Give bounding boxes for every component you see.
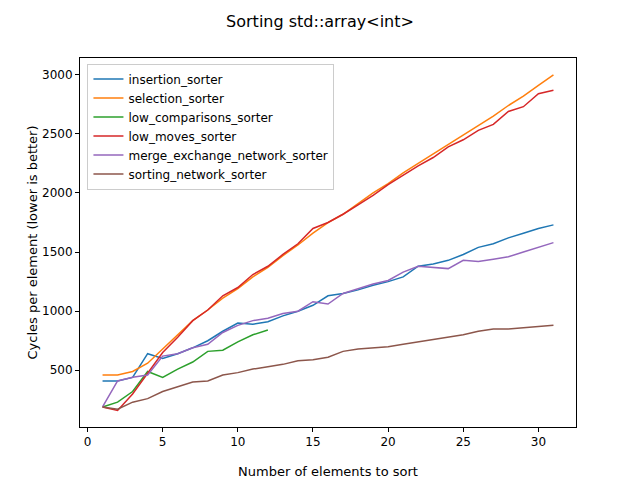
svg-text:10: 10 bbox=[230, 435, 245, 449]
svg-text:25: 25 bbox=[456, 435, 471, 449]
svg-text:30: 30 bbox=[531, 435, 546, 449]
svg-text:0: 0 bbox=[84, 435, 92, 449]
svg-text:2000: 2000 bbox=[42, 186, 73, 200]
svg-text:1500: 1500 bbox=[42, 245, 73, 259]
svg-text:insertion_sorter: insertion_sorter bbox=[128, 73, 222, 87]
svg-text:1000: 1000 bbox=[42, 304, 73, 318]
svg-text:selection_sorter: selection_sorter bbox=[128, 92, 224, 106]
svg-text:3000: 3000 bbox=[42, 68, 73, 82]
svg-text:low_comparisons_sorter: low_comparisons_sorter bbox=[128, 111, 272, 125]
svg-text:Number of elements to sort: Number of elements to sort bbox=[238, 464, 418, 479]
svg-text:Sorting std::array<int>: Sorting std::array<int> bbox=[226, 12, 414, 31]
svg-text:500: 500 bbox=[50, 363, 73, 377]
svg-text:20: 20 bbox=[380, 435, 395, 449]
svg-text:15: 15 bbox=[305, 435, 320, 449]
svg-text:merge_exchange_network_sorter: merge_exchange_network_sorter bbox=[128, 149, 327, 163]
svg-text:5: 5 bbox=[159, 435, 167, 449]
svg-text:Cycles per element (lower is b: Cycles per element (lower is better) bbox=[25, 125, 40, 359]
svg-text:sorting_network_sorter: sorting_network_sorter bbox=[128, 168, 266, 182]
svg-text:low_moves_sorter: low_moves_sorter bbox=[128, 130, 236, 144]
svg-text:2500: 2500 bbox=[42, 127, 73, 141]
